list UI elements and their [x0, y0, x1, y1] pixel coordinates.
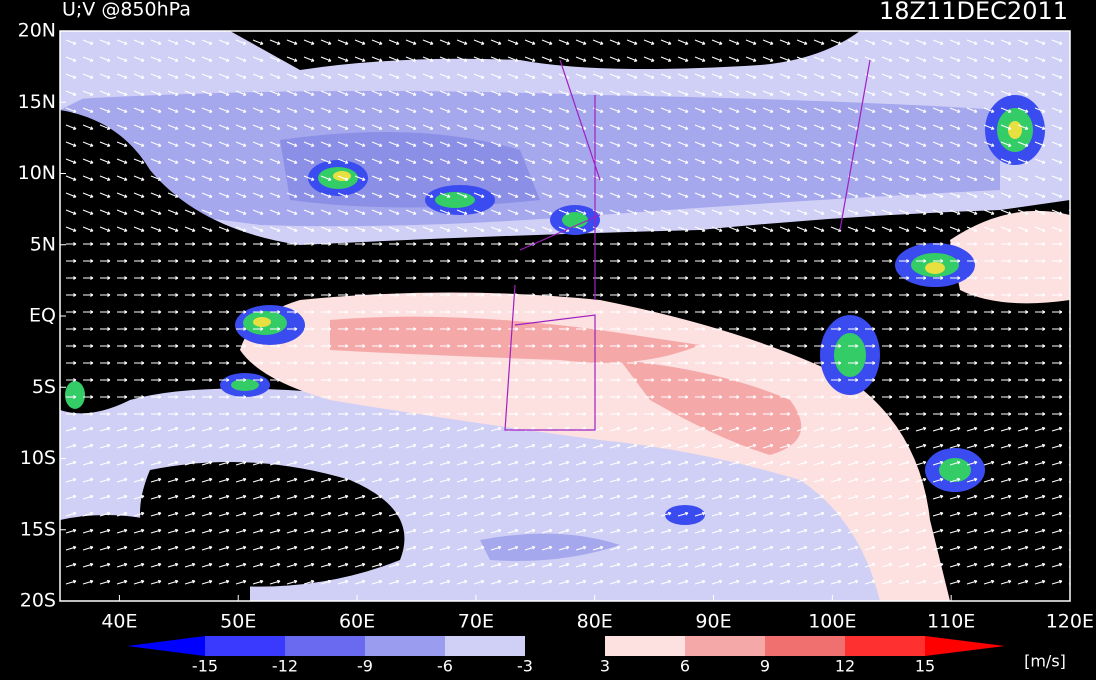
lon-label: 100E — [808, 611, 856, 633]
colorbar-label: 6 — [680, 657, 690, 676]
colorbar-swatch — [525, 636, 605, 656]
colorbar-swatch — [365, 636, 445, 656]
colorbar-label: -6 — [437, 657, 453, 676]
colorbar-swatch — [445, 636, 525, 656]
lon-label: 110E — [927, 611, 975, 633]
lat-label: 15S — [20, 518, 56, 540]
colorbar-label: 9 — [760, 657, 770, 676]
colorbar-label: 3 — [600, 657, 610, 676]
lon-label: 90E — [695, 611, 731, 633]
colorbar-swatch — [285, 636, 365, 656]
lat-label: 5S — [32, 376, 56, 398]
colorbar-end-high — [925, 636, 1005, 656]
wind-vectors — [65, 39, 1070, 585]
lat-label: EQ — [29, 305, 56, 327]
colorbar-label: 15 — [915, 657, 935, 676]
lon-label: 80E — [577, 611, 613, 633]
colorbar-label: -3 — [517, 657, 533, 676]
colorbar-swatch — [205, 636, 285, 656]
colorbar-swatch — [765, 636, 845, 656]
lon-label: 70E — [458, 611, 494, 633]
lon-label: 120E — [1046, 611, 1094, 633]
colorbar-swatch — [605, 636, 685, 656]
lat-label: 10N — [18, 162, 56, 184]
title: U;V @850hPa — [62, 0, 191, 21]
lon-label: 60E — [339, 611, 375, 633]
colorbar-swatch — [685, 636, 765, 656]
coastline — [504, 59, 871, 431]
colorbar-label: 12 — [835, 657, 855, 676]
lat-label: 15N — [18, 91, 56, 113]
colorbar-label: -9 — [357, 657, 373, 676]
lat-label: 20S — [20, 590, 56, 612]
colorbar-unit: [m/s] — [1024, 652, 1066, 671]
lat-label: 10S — [20, 447, 56, 469]
colorbar-label: -15 — [192, 657, 218, 676]
lat-label: 5N — [30, 233, 56, 255]
colorbar-label: -12 — [272, 657, 298, 676]
colorbar-swatch — [845, 636, 925, 656]
colorbar: -15 -12 -9 -6 -3 3 6 9 12 15 — [127, 636, 1005, 676]
valid-time: 18Z11DEC2011 — [879, 0, 1068, 25]
lon-label: 50E — [220, 611, 256, 633]
colorbar-end-low — [127, 636, 205, 656]
map-field — [60, 31, 1070, 601]
lon-label: 40E — [101, 611, 137, 633]
lat-label: 20N — [18, 20, 56, 42]
